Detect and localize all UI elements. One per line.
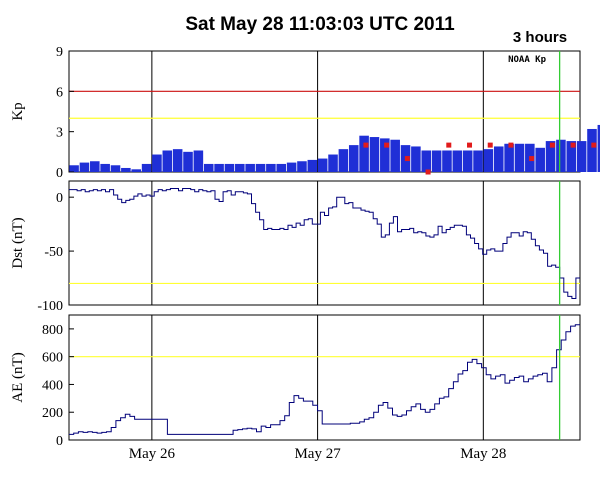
noaa-kp-point	[384, 142, 390, 148]
kp-bar	[110, 165, 121, 172]
kp-bar	[369, 137, 380, 172]
kp-bar	[286, 162, 297, 172]
y-tick-label: 0	[56, 191, 63, 206]
kp-bar	[152, 154, 162, 172]
y-tick-label: 0	[56, 434, 63, 449]
kp-bar	[493, 146, 504, 172]
kp-bar	[348, 145, 359, 172]
noaa-kp-point	[529, 156, 535, 162]
kp-bar	[556, 139, 566, 172]
kp-bar	[411, 146, 421, 172]
kp-bar	[131, 169, 142, 172]
y-tick-label: 800	[42, 323, 63, 338]
dst-series-line	[69, 188, 580, 299]
y-tick-label: -100	[37, 299, 63, 314]
kp-bar	[193, 150, 204, 172]
noaa-kp-point	[487, 142, 493, 148]
kp-bar	[483, 149, 494, 172]
panel-frame	[68, 180, 581, 306]
kp-bar	[576, 141, 587, 172]
kp-bar	[245, 163, 255, 172]
y-tick-label: 9	[56, 45, 63, 60]
kp-bar	[255, 163, 266, 172]
kp-bar	[338, 149, 349, 172]
noaa-kp-point	[467, 142, 473, 148]
kp-bar	[442, 150, 452, 172]
noaa-kp-point	[404, 156, 410, 162]
kp-bar	[359, 135, 369, 172]
chart-title: Sat May 28 11:03:03 UTC 2011	[185, 14, 455, 35]
kp-bar	[141, 163, 152, 172]
kp-bar	[514, 143, 525, 172]
noaa-kp-point	[508, 142, 514, 148]
y-axis-label: Kp	[10, 102, 26, 120]
kp-bar	[79, 162, 90, 172]
kp-bar	[100, 163, 110, 172]
kp-bar	[69, 165, 79, 172]
x-tick-label: May 27	[294, 446, 341, 462]
y-axis-label: Dst (nT)	[10, 217, 26, 268]
kp-bar	[183, 151, 193, 172]
kp-bar	[224, 163, 235, 172]
kp-bar	[121, 167, 131, 172]
y-tick-label: 600	[42, 351, 63, 366]
panel-1: NOAA Kp 0 3 6 9 Kp	[10, 45, 600, 181]
y-tick-label: 400	[42, 378, 63, 393]
y-axis-label: AE (nT)	[10, 352, 26, 402]
kp-bar	[431, 150, 442, 172]
noaa-kp-point	[570, 142, 576, 148]
kp-bar	[317, 158, 328, 172]
kp-bar	[421, 150, 432, 172]
kp-bar	[297, 161, 307, 172]
panel-2: 0 -50 -100 Dst (nT)	[10, 180, 581, 314]
y-tick-label: 200	[42, 406, 63, 421]
noaa-kp-point	[425, 169, 431, 175]
kp-bar	[452, 150, 463, 172]
kp-bar	[90, 161, 100, 172]
kp-bar	[203, 163, 214, 172]
kp-bar	[235, 163, 245, 172]
noaa-kp-point	[591, 142, 597, 148]
kp-bar	[276, 163, 287, 172]
kp-bar	[266, 163, 276, 172]
y-tick-label: -50	[44, 245, 63, 260]
kp-bar	[545, 141, 556, 172]
kp-bar	[566, 141, 577, 172]
x-tick-label: May 28	[460, 446, 506, 462]
panel-frame	[68, 314, 581, 441]
chart-subtitle: 3 hours	[512, 29, 568, 46]
kp-bar	[504, 143, 514, 172]
panel-3: 0 200 400 600 800 AE (nT)	[10, 314, 581, 449]
kp-bar	[328, 154, 338, 172]
kp-bar	[172, 149, 183, 172]
y-tick-label: 0	[56, 166, 63, 181]
kp-bar	[380, 138, 390, 172]
y-tick-label: 3	[56, 126, 63, 141]
noaa-kp-point	[549, 142, 555, 148]
y-tick-label: 6	[56, 85, 63, 100]
kp-bar	[535, 147, 545, 172]
noaa-kp-point	[446, 142, 452, 148]
kp-bar	[462, 150, 473, 172]
kp-bar	[597, 124, 600, 172]
kp-bar	[587, 128, 597, 172]
kp-bar	[390, 139, 400, 172]
ae-series-line	[69, 324, 580, 435]
x-tick-label: May 26	[129, 446, 176, 462]
kp-bar	[307, 159, 318, 172]
kp-bar	[473, 150, 483, 172]
noaa-kp-point	[363, 142, 369, 148]
kp-bar	[214, 163, 224, 172]
noaa-kp-legend-label: NOAA Kp	[508, 55, 547, 65]
kp-bar	[162, 150, 173, 172]
